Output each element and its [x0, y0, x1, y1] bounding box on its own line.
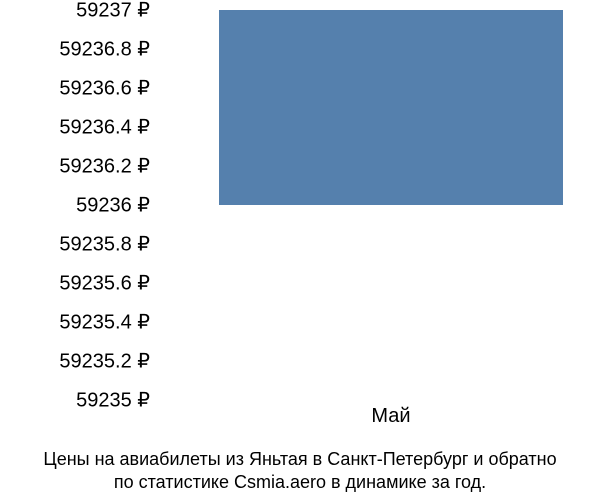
x-tick: Май: [371, 405, 410, 428]
y-tick: 59237 ₽: [0, 0, 150, 23]
y-tick: 59235.2 ₽: [0, 349, 150, 374]
caption-line-2: по статистике Csmia.aero в динамике за г…: [0, 471, 600, 494]
y-tick: 59236.6 ₽: [0, 76, 150, 101]
y-tick: 59236.4 ₽: [0, 115, 150, 140]
bar-may: [219, 10, 563, 205]
y-tick: 59235.6 ₽: [0, 271, 150, 296]
chart-container: 59237 ₽ 59236.8 ₽ 59236.6 ₽ 59236.4 ₽ 59…: [0, 0, 600, 500]
y-tick: 59235 ₽: [0, 388, 150, 413]
caption-line-1: Цены на авиабилеты из Яньтая в Санкт-Пет…: [0, 448, 600, 471]
y-tick: 59236.2 ₽: [0, 154, 150, 179]
y-tick: 59235.8 ₽: [0, 232, 150, 257]
y-tick: 59236.8 ₽: [0, 37, 150, 62]
y-axis: 59237 ₽ 59236.8 ₽ 59236.6 ₽ 59236.4 ₽ 59…: [0, 10, 160, 400]
plot-area: [160, 10, 580, 400]
chart-caption: Цены на авиабилеты из Яньтая в Санкт-Пет…: [0, 448, 600, 495]
y-tick: 59235.4 ₽: [0, 310, 150, 335]
chart-area: 59237 ₽ 59236.8 ₽ 59236.6 ₽ 59236.4 ₽ 59…: [0, 10, 600, 400]
y-tick: 59236 ₽: [0, 193, 150, 218]
x-axis: Май: [160, 405, 580, 435]
